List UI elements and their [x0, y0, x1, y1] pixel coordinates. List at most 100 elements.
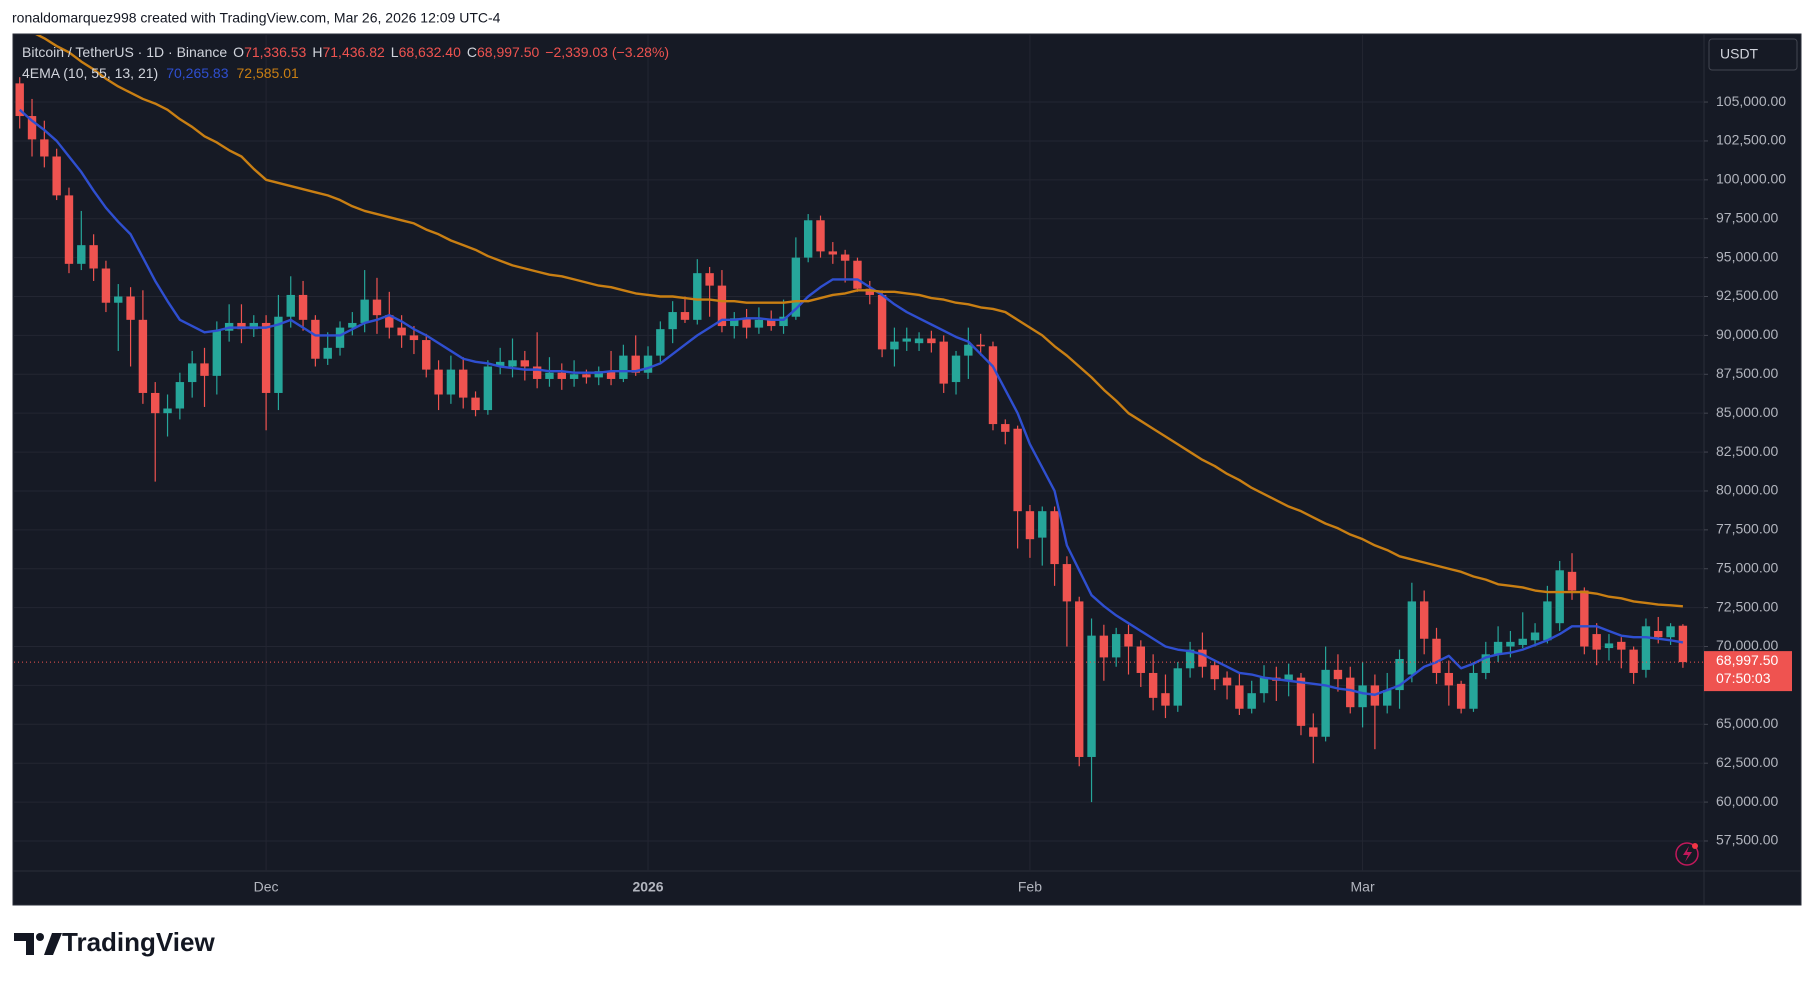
- candle-body: [459, 369, 468, 398]
- candle-body: [1580, 590, 1589, 647]
- candle-body: [409, 335, 419, 341]
- candle-body: [52, 156, 61, 196]
- candle-body: [64, 195, 74, 264]
- candle-body: [163, 408, 172, 414]
- y-tick-label: 75,000.00: [1716, 559, 1778, 575]
- candle-body: [15, 83, 24, 117]
- candle-body: [1075, 601, 1084, 757]
- symbol: Bitcoin / TetherUS · 1D · Binance: [22, 44, 227, 60]
- axes: 57,500.0060,000.0062,500.0065,000.0067,5…: [254, 93, 1792, 895]
- credit: ronaldomarquez998 created with TradingVi…: [12, 10, 501, 26]
- ohlc-key: H: [312, 44, 322, 60]
- candle-body: [1148, 672, 1158, 698]
- candle-body: [1493, 641, 1503, 655]
- y-tick-label: 65,000.00: [1716, 715, 1778, 731]
- last-price-tag: [1704, 651, 1792, 692]
- candle-body: [446, 369, 456, 395]
- legend: Bitcoin / TetherUS · 1D · Binance O71,336…: [22, 44, 669, 81]
- candle-body: [151, 392, 160, 414]
- candle-body: [422, 340, 431, 370]
- candle-body: [1419, 601, 1429, 639]
- candle-body: [890, 341, 899, 350]
- x-tick-label: Dec: [254, 879, 279, 895]
- candle-body: [1001, 424, 1010, 432]
- candle-body: [594, 371, 603, 378]
- x-tick-label: 2026: [632, 879, 663, 895]
- candle-body: [939, 341, 948, 384]
- candle-body: [816, 220, 825, 252]
- candle-body: [360, 299, 369, 323]
- candle-body: [1087, 635, 1096, 757]
- candle-body: [1038, 511, 1047, 538]
- grid: [14, 35, 1704, 871]
- last-price-label: 68,997.50: [1716, 652, 1778, 668]
- candle-body: [1617, 641, 1626, 650]
- candle-body: [1469, 672, 1478, 709]
- candle-body: [101, 268, 111, 303]
- brand: TradingView: [62, 927, 215, 957]
- candle-body: [1284, 674, 1293, 681]
- alert-bolt: [1683, 846, 1692, 862]
- candle-body: [1025, 511, 1035, 540]
- candle-body: [545, 372, 554, 379]
- candle-body: [1136, 646, 1146, 673]
- candle-body: [520, 360, 530, 367]
- candle-body: [865, 288, 874, 295]
- ohlc-key: L: [391, 44, 399, 60]
- y-tick-label: 85,000.00: [1716, 404, 1778, 420]
- y-tick-label: 95,000.00: [1716, 248, 1778, 264]
- candle-body: [138, 319, 148, 393]
- candle-body: [680, 312, 690, 320]
- y-tick-label: 72,500.00: [1716, 598, 1778, 614]
- indicator-name: 4EMA (10, 55, 13, 21): [22, 65, 158, 81]
- currency: USDT: [1720, 46, 1759, 62]
- y-tick-label: 105,000.00: [1716, 93, 1786, 109]
- candle-body: [791, 257, 801, 317]
- candle-body: [631, 355, 640, 373]
- candle-body: [828, 251, 838, 255]
- candle-body: [693, 273, 702, 320]
- candle-body: [471, 397, 480, 411]
- candle-body: [1222, 677, 1232, 686]
- plot: [14, 35, 1704, 803]
- candle-body: [1259, 677, 1269, 694]
- ohlc-key: O: [233, 44, 244, 60]
- y-tick-label: 70,000.00: [1716, 637, 1778, 653]
- candle-body: [1185, 649, 1195, 669]
- candle-body: [261, 322, 271, 393]
- countdown: 07:50:03: [1716, 670, 1771, 686]
- candle-body: [1629, 649, 1638, 673]
- candle-body: [1641, 626, 1651, 670]
- candle-body: [1099, 635, 1109, 658]
- candle-body: [1567, 571, 1577, 591]
- candle-body: [1555, 570, 1564, 624]
- candle-body: [311, 319, 320, 359]
- candle-body: [877, 294, 887, 350]
- candle-body: [1395, 658, 1404, 691]
- candle-body: [212, 330, 222, 376]
- ohlc-value: 71,336.53: [244, 44, 306, 60]
- alert-icon[interactable]: [1675, 842, 1699, 866]
- indicator-value: 70,265.83: [166, 65, 228, 81]
- candle-body: [803, 220, 813, 258]
- y-tick-label: 57,500.00: [1716, 832, 1778, 848]
- currency-box: [1708, 38, 1798, 71]
- indicator-value: 72,585.01: [237, 65, 299, 81]
- candle-body: [557, 372, 566, 379]
- candle-body: [582, 374, 591, 378]
- candle-body: [1346, 677, 1355, 708]
- candle-body: [964, 344, 973, 356]
- candle-body: [1444, 672, 1454, 686]
- candle-body: [1198, 649, 1207, 667]
- candle-body: [705, 273, 714, 286]
- candle-body: [1173, 668, 1182, 706]
- y-tick-label: 97,500.00: [1716, 209, 1778, 225]
- candle-body: [1518, 638, 1527, 645]
- candle-body: [1111, 634, 1121, 658]
- chart-frame: [12, 33, 1802, 906]
- candle-body: [1235, 685, 1244, 709]
- y-tick-label: 80,000.00: [1716, 482, 1778, 498]
- candle-body: [927, 338, 936, 344]
- candle-body: [323, 347, 332, 359]
